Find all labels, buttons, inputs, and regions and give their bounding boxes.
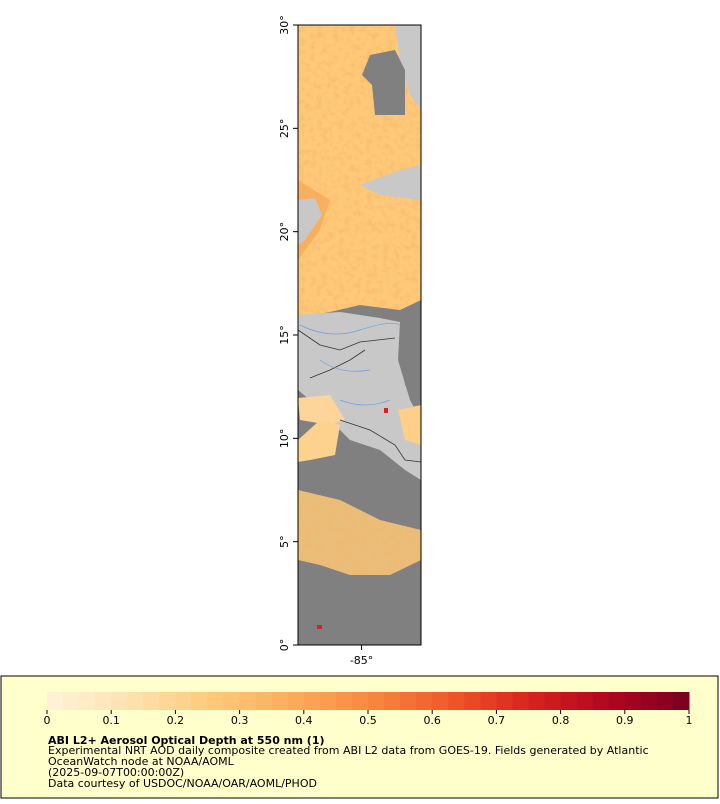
caption-line: (2025-09-07T00:00:00Z) [48,766,184,779]
colorbar-cell [79,692,96,710]
colorbar-cell [576,692,594,710]
colorbar-cell [63,692,80,710]
land [395,25,421,110]
colorbar-cell [496,692,513,710]
colorbar-cell [560,692,578,710]
colorbar-cell [480,692,497,710]
aerosol-hotspot [317,625,322,629]
colorbar-cell [127,692,144,710]
colorbar-cell [239,692,257,710]
colorbar-cell [640,692,658,710]
map-area [298,25,421,645]
colorbar-cell [319,692,337,710]
land [298,198,322,245]
colorbar-cell [335,692,353,710]
colorbar-tick-label: 0.6 [423,714,441,727]
lat-tick-label: 10° [278,429,291,449]
colorbar-cell [512,692,529,710]
colorbar-cell [448,692,465,710]
colorbar-cell [271,692,289,710]
colorbar-tick-label: 0.2 [167,714,185,727]
colorbar-tick-label: 0.8 [552,714,570,727]
map-axes: 0° 5° 10° 15° 20° 25° 30° -85° [278,15,373,667]
aerosol-patch [298,420,340,462]
aerosol-patch [398,405,421,445]
aerosol-texture [298,490,421,575]
lat-tick-label: 20° [278,222,291,242]
colorbar-cell [111,692,128,710]
colorbar-cell [255,692,273,710]
colorbar-tick-label: 0.3 [231,714,249,727]
colorbar-cell [368,692,385,710]
colorbar-cell [207,692,225,710]
caption-line: Experimental NRT AOD daily composite cre… [48,744,649,757]
colorbar-cell [223,692,241,710]
colorbar-cell [47,692,64,710]
colorbar-cell [384,692,401,710]
colorbar-tick-label: 1 [686,714,693,727]
colorbar-tick-label: 0 [44,714,51,727]
colorbar-tick-label: 0.7 [488,714,506,727]
colorbar-cell [303,692,321,710]
colorbar-cell [143,692,160,710]
colorbar-cell [592,692,610,710]
land [298,312,421,480]
lon-tick-label: -85° [350,654,373,667]
rivers [299,323,401,406]
colorbar-cell [624,692,642,710]
caption-title: ABI L2+ Aerosol Optical Depth at 550 nm … [48,734,325,747]
colorbar-cell [287,692,305,710]
colorbar-cell [400,692,417,710]
lat-tick-label: 15° [278,325,291,345]
colorbar-tick-label: 0.4 [295,714,313,727]
colorbar-cell [656,692,674,710]
no-data [362,50,405,115]
aerosol-patch [298,395,345,425]
caption-line: Data courtesy of USDOC/NOAA/OAR/AOML/PHO… [48,777,317,790]
colorbar-tick-label: 0.1 [102,714,120,727]
caption-line: OceanWatch node at NOAA/AOML [48,755,235,768]
no-data [400,325,421,400]
lat-tick-label: 5° [278,535,291,548]
colorbar-cell [432,692,449,710]
colorbar-tick-label: 0.9 [616,714,634,727]
colorbar-cell [95,692,112,710]
lat-tick-label: 30° [278,15,291,35]
colorbar-cell [544,692,562,710]
colorbar-cell [159,692,176,710]
land [360,165,421,200]
colorbar-cell [191,692,208,710]
colorbar-cell [528,692,546,710]
colorbar-cell [175,692,192,710]
colorbar-tick-label: 0.5 [359,714,377,727]
colorbar-cell [608,692,626,710]
colorbar-cell [672,692,690,710]
borders [298,329,421,463]
aerosol-hotspot [384,408,388,413]
lat-tick-label: 0° [278,639,291,652]
lat-tick-label: 25° [278,119,291,139]
colorbar-cell [416,692,433,710]
colorbar-cell [464,692,481,710]
colorbar: 0 0.1 0.2 0.3 0.4 0.5 0.6 0.7 0.8 0.9 1 [44,692,693,727]
colorbar-cell [351,692,369,710]
